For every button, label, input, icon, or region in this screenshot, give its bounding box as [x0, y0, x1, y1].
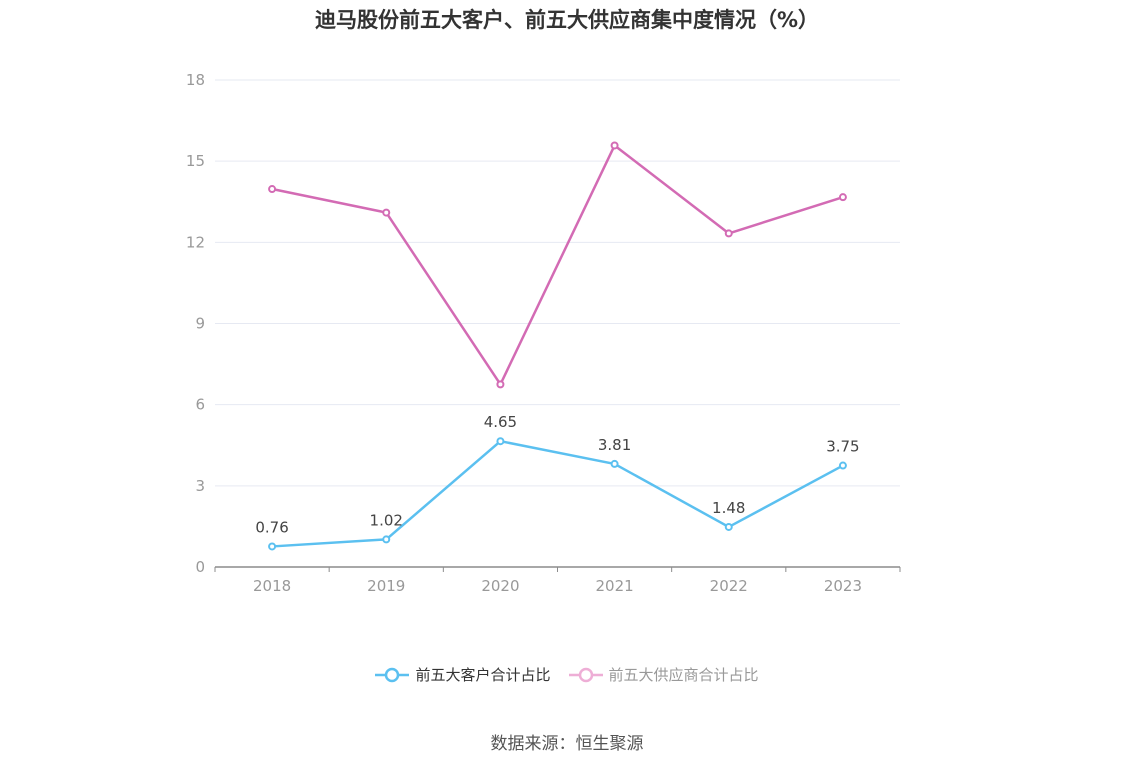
data-point-suppliers[interactable] — [838, 193, 847, 202]
legend-item-customers[interactable]: 前五大客户合计占比 — [375, 664, 551, 685]
x-tick-label: 2022 — [710, 577, 748, 595]
source-note: 数据来源：恒生聚源 — [490, 734, 644, 754]
data-labels: 0.76 1.02 4.65 3.81 1.48 3.75 — [255, 413, 859, 536]
data-point-suppliers[interactable] — [610, 141, 619, 150]
data-point-customers[interactable] — [724, 522, 733, 531]
data-label: 1.02 — [370, 511, 403, 529]
grid-lines — [215, 79, 900, 487]
data-point-customers[interactable] — [610, 459, 619, 468]
data-point-customers[interactable] — [382, 535, 391, 544]
y-tick-label: 18 — [186, 71, 205, 89]
data-point-customers[interactable] — [496, 437, 505, 446]
legend-label-suppliers: 前五大供应商合计占比 — [608, 666, 759, 684]
x-tick-label: 2023 — [824, 577, 862, 595]
legend-item-suppliers[interactable]: 前五大供应商合计占比 — [568, 664, 759, 685]
x-tick-label: 2018 — [253, 577, 291, 595]
legend: 前五大客户合计占比 前五大供应商合计占比 — [0, 664, 1134, 685]
legend-marker-suppliers — [568, 667, 603, 682]
legend-marker-customers — [375, 667, 410, 682]
y-tick-label: 3 — [195, 477, 205, 495]
series-line-suppliers — [271, 144, 844, 386]
data-label: 3.81 — [598, 436, 631, 454]
legend-label-customers: 前五大客户合计占比 — [415, 666, 551, 684]
x-tick-label: 2020 — [481, 577, 519, 595]
y-tick-label: 0 — [195, 558, 205, 576]
chart-title: 迪马股份前五大客户、前五大供应商集中度情况（%） — [314, 8, 820, 32]
data-point-suppliers[interactable] — [496, 380, 505, 389]
axes: 0 3 6 9 12 15 18 2018 2019 2020 2021 2022 2023 — [186, 71, 901, 595]
data-label: 0.76 — [255, 518, 288, 536]
data-point-suppliers[interactable] — [382, 208, 391, 217]
y-tick-label: 15 — [186, 152, 205, 170]
x-tick-label: 2021 — [595, 577, 633, 595]
series-line-customers — [272, 439, 844, 548]
data-label: 3.75 — [826, 438, 859, 456]
y-tick-label: 9 — [195, 315, 205, 333]
data-point-suppliers[interactable] — [724, 229, 733, 238]
y-tick-label: 6 — [195, 396, 205, 414]
x-tick-label: 2019 — [367, 577, 405, 595]
data-label: 4.65 — [484, 413, 517, 431]
data-point-customers[interactable] — [268, 542, 277, 551]
data-point-customers[interactable] — [838, 461, 847, 470]
data-point-suppliers[interactable] — [268, 185, 277, 194]
y-tick-label: 12 — [186, 233, 205, 251]
data-label: 1.48 — [712, 499, 745, 517]
series-lines — [268, 141, 847, 551]
